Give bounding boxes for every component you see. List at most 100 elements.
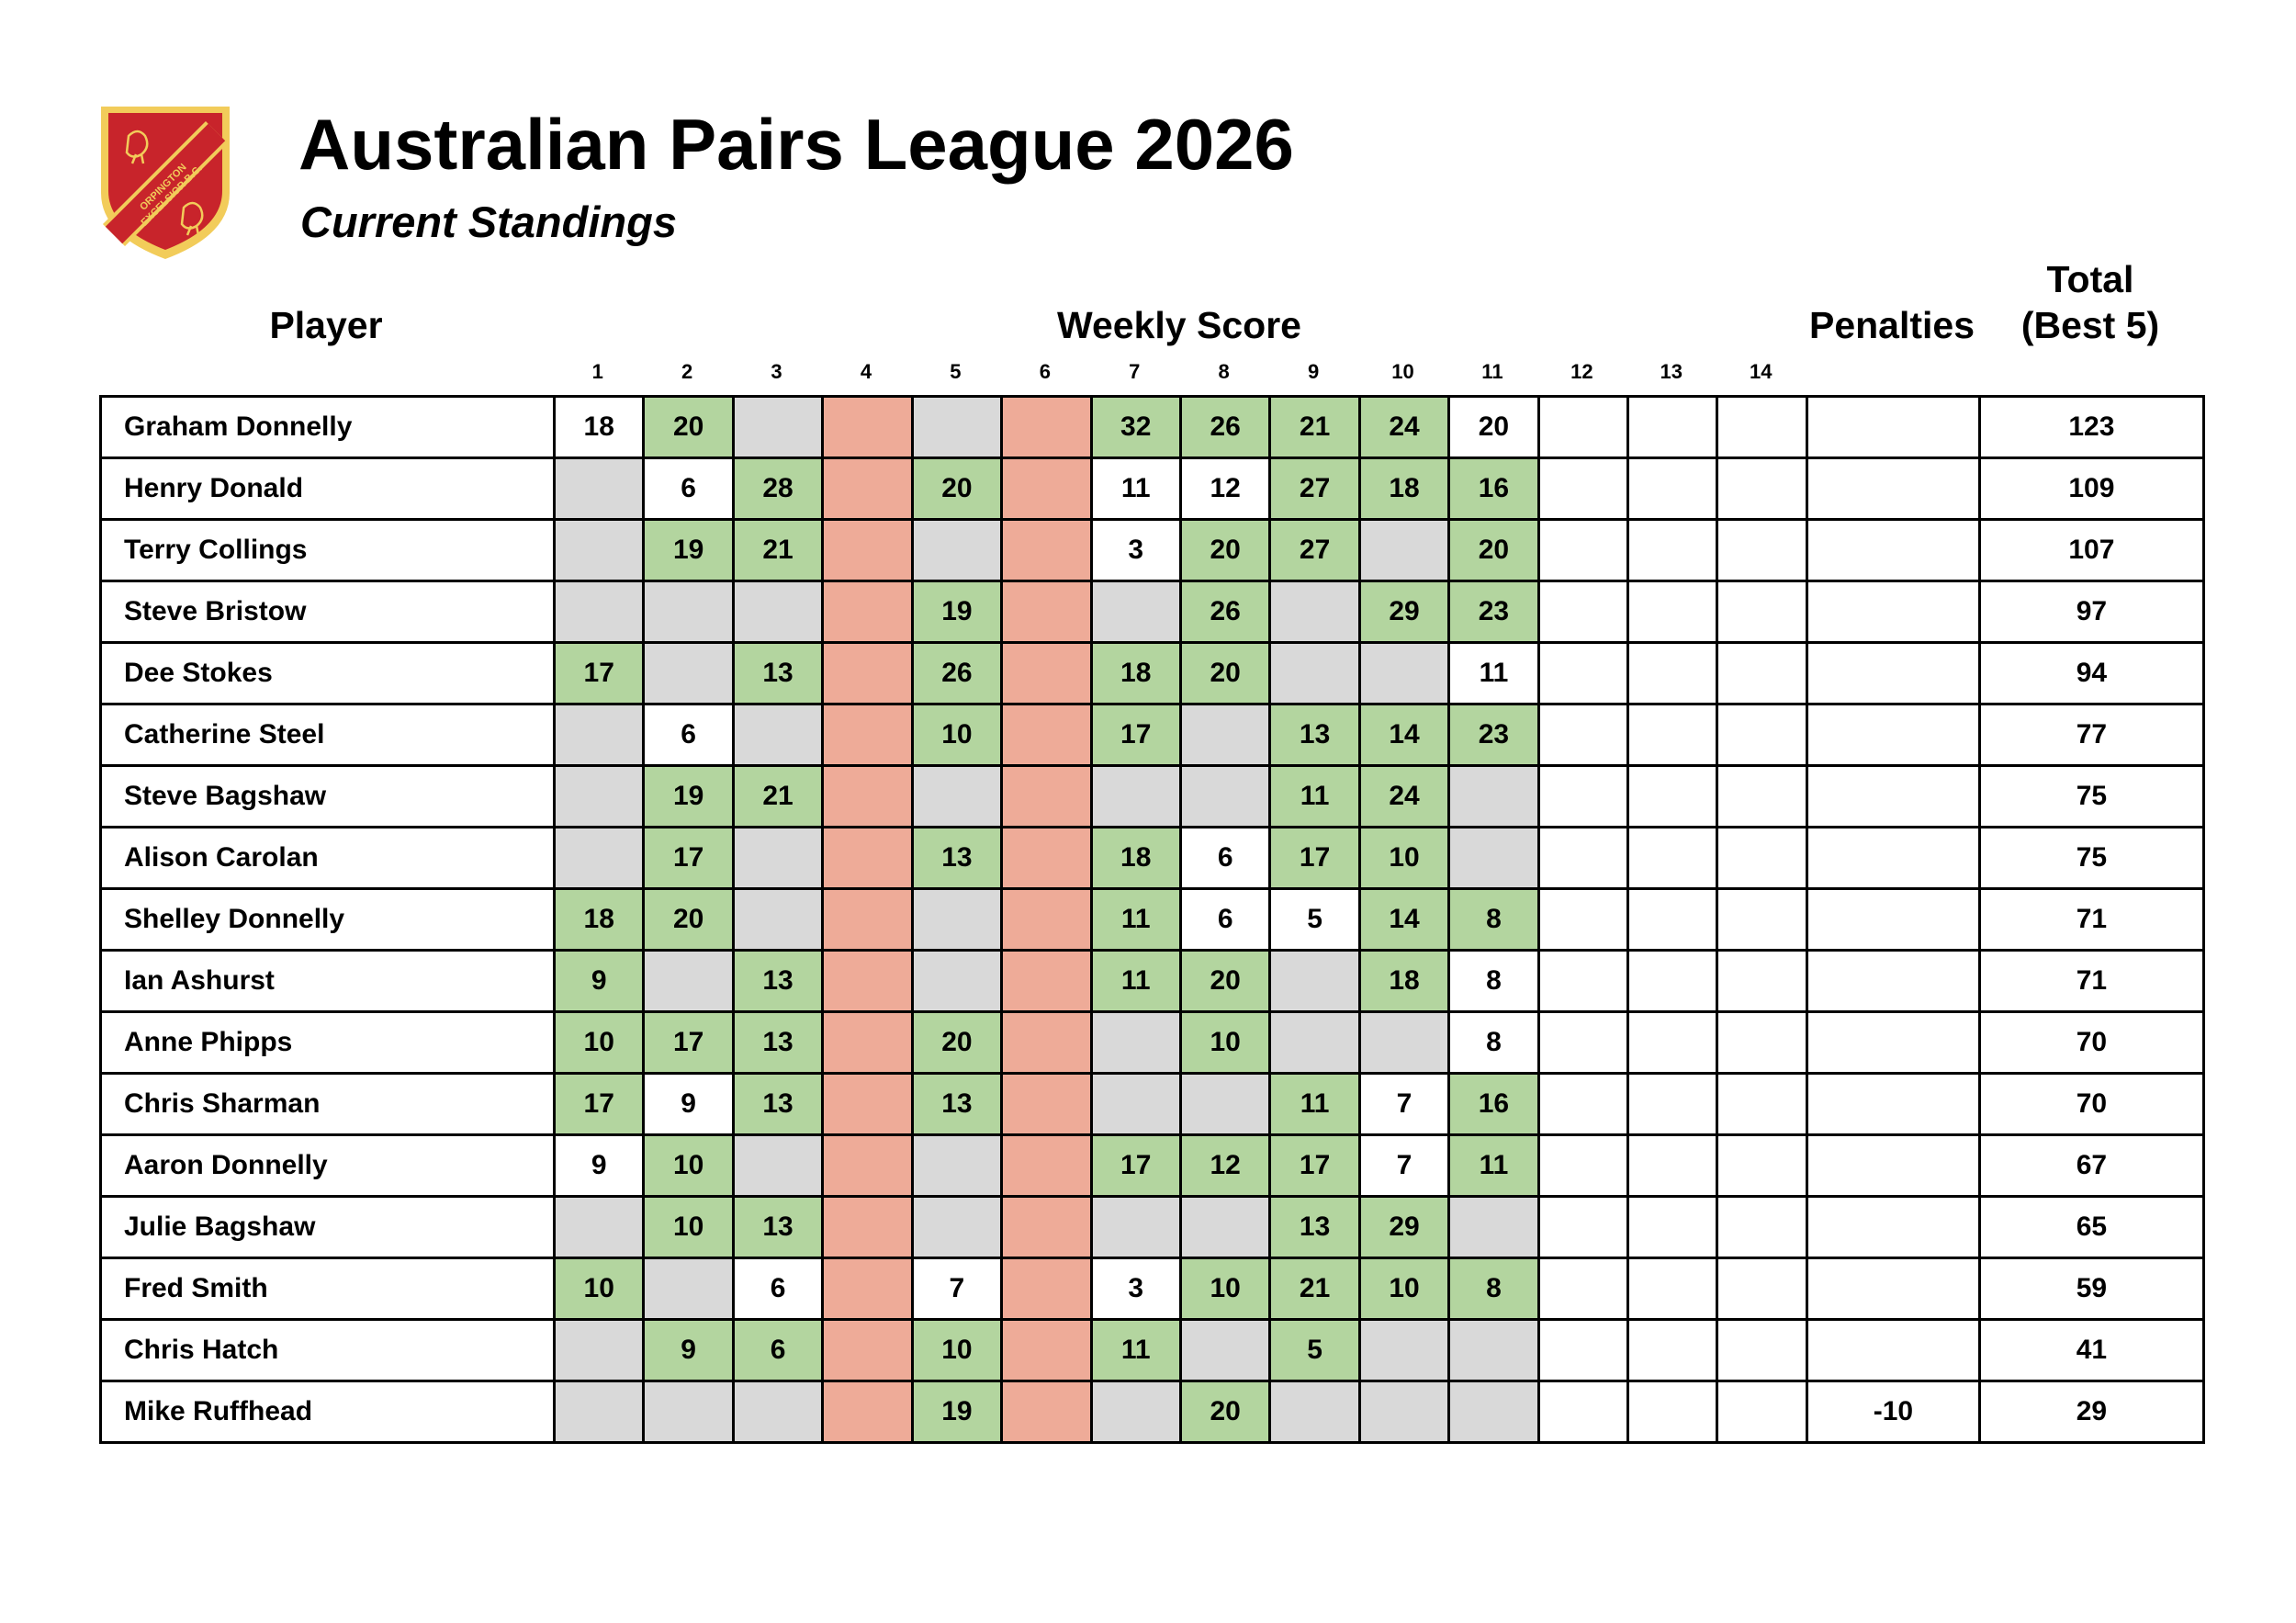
- week-score-cell: [1536, 395, 1630, 459]
- week-score-cell: [910, 1195, 1004, 1259]
- table-row: Dee Stokes 17 13 26 18 20 11 94: [99, 641, 2205, 705]
- week-score-cell: 18: [1089, 826, 1182, 890]
- week-score-cell: [552, 456, 646, 521]
- week-score-cell: [1268, 949, 1361, 1013]
- week-score-cell: 20: [1178, 518, 1272, 582]
- total-cell: 71: [1977, 949, 2205, 1013]
- total-cell: 59: [1977, 1257, 2205, 1321]
- week-score-cell: [910, 518, 1004, 582]
- week-score-cell: [552, 518, 646, 582]
- week-number: 11: [1481, 360, 1503, 383]
- week-score-cell: [1089, 580, 1182, 644]
- week-score-cell: 6: [642, 456, 735, 521]
- penalty-cell: [1805, 580, 1981, 644]
- week-score-cell: [821, 1380, 914, 1444]
- player-name: Shelley Donnelly: [99, 887, 556, 952]
- week-score-cell: [1716, 764, 1808, 828]
- week-score-cell: 20: [1178, 641, 1272, 705]
- penalty-cell: [1805, 395, 1981, 459]
- total-cell: 107: [1977, 518, 2205, 582]
- week-score-cell: 9: [642, 1072, 735, 1136]
- total-column-header: Total: [2046, 258, 2134, 300]
- week-score-cell: 8: [1447, 1010, 1540, 1075]
- week-score-cell: 20: [1178, 949, 1272, 1013]
- week-score-cell: [1357, 518, 1451, 582]
- week-score-cell: [1626, 1010, 1719, 1075]
- week-score-cell: 14: [1357, 887, 1451, 952]
- total-cell: 29: [1977, 1380, 2205, 1444]
- week-score-cell: [1000, 580, 1093, 644]
- week-score-cell: 3: [1089, 1257, 1182, 1321]
- week-score-cell: 13: [910, 826, 1004, 890]
- week-score-cell: 10: [1357, 826, 1451, 890]
- week-score-cell: 9: [642, 1318, 735, 1382]
- week-score-cell: 26: [910, 641, 1004, 705]
- penalties-column-header: Penalties: [1808, 304, 1975, 346]
- week-score-cell: [1447, 764, 1540, 828]
- week-score-cell: [1716, 518, 1808, 582]
- week-score-cell: [1716, 826, 1808, 890]
- week-score-cell: [1447, 1380, 1540, 1444]
- week-number: 6: [1039, 360, 1051, 383]
- week-score-cell: 19: [910, 1380, 1004, 1444]
- week-score-cell: [642, 949, 735, 1013]
- week-score-cell: 10: [1178, 1257, 1272, 1321]
- week-score-cell: 26: [1178, 395, 1272, 459]
- week-score-cell: [1716, 887, 1808, 952]
- week-score-cell: [1716, 395, 1808, 459]
- club-crest-icon: ORPINGTON EXCELSIOR B.C.: [96, 97, 235, 265]
- table-row: Fred Smith 10 6 7 3 10 21 10 8 59: [99, 1257, 2205, 1321]
- week-score-cell: [552, 764, 646, 828]
- week-score-cell: [1626, 1072, 1719, 1136]
- week-score-cell: [821, 887, 914, 952]
- table-row: Steve Bristow 19 26 29 23 97: [99, 580, 2205, 644]
- penalty-cell: [1805, 826, 1981, 890]
- total-cell: 70: [1977, 1072, 2205, 1136]
- week-score-cell: [1089, 1380, 1182, 1444]
- week-score-cell: [910, 949, 1004, 1013]
- player-name: Aaron Donnelly: [99, 1133, 556, 1198]
- week-score-cell: [1536, 1133, 1630, 1198]
- week-score-cell: [731, 887, 825, 952]
- page-subtitle: Current Standings: [300, 197, 677, 246]
- week-score-cell: 11: [1268, 1072, 1361, 1136]
- week-score-cell: [1000, 518, 1093, 582]
- table-row: Shelley Donnelly 18 20 11 6 5 14 8 71: [99, 887, 2205, 952]
- week-score-cell: [910, 1133, 1004, 1198]
- week-score-cell: 17: [1089, 1133, 1182, 1198]
- week-score-cell: 9: [552, 1133, 646, 1198]
- week-score-cell: [731, 703, 825, 767]
- week-score-cell: [1268, 580, 1361, 644]
- week-score-cell: [1447, 1318, 1540, 1382]
- table-row: Ian Ashurst 9 13 11 20 18 8 71: [99, 949, 2205, 1013]
- week-score-cell: [1716, 641, 1808, 705]
- week-score-cell: 23: [1447, 703, 1540, 767]
- week-score-cell: [1000, 703, 1093, 767]
- week-score-cell: 17: [552, 641, 646, 705]
- week-score-cell: [821, 518, 914, 582]
- week-number: 2: [681, 360, 693, 383]
- player-name: Steve Bagshaw: [99, 764, 556, 828]
- week-score-cell: [1000, 949, 1093, 1013]
- week-number: 10: [1391, 360, 1414, 383]
- week-score-cell: [1626, 395, 1719, 459]
- week-score-cell: [1626, 1133, 1719, 1198]
- week-score-cell: 6: [1178, 887, 1272, 952]
- week-score-cell: [821, 703, 914, 767]
- table-row: Chris Hatch 9 6 10 11 5 41: [99, 1318, 2205, 1382]
- week-number: 8: [1218, 360, 1230, 383]
- player-name: Graham Donnelly: [99, 395, 556, 459]
- week-score-cell: 10: [642, 1195, 735, 1259]
- standings-table: Graham Donnelly 18 20 32 26 21 24 20 123 Henry Do…: [99, 395, 2205, 1444]
- week-score-cell: 20: [642, 887, 735, 952]
- week-score-cell: 17: [1089, 703, 1182, 767]
- player-name: Alison Carolan: [99, 826, 556, 890]
- week-score-cell: [552, 580, 646, 644]
- week-score-cell: [1716, 456, 1808, 521]
- week-score-cell: [1716, 1072, 1808, 1136]
- week-score-cell: [1447, 826, 1540, 890]
- week-number: 3: [771, 360, 782, 383]
- table-row: Graham Donnelly 18 20 32 26 21 24 20 123: [99, 395, 2205, 459]
- week-score-cell: [1626, 1380, 1719, 1444]
- week-score-cell: 20: [642, 395, 735, 459]
